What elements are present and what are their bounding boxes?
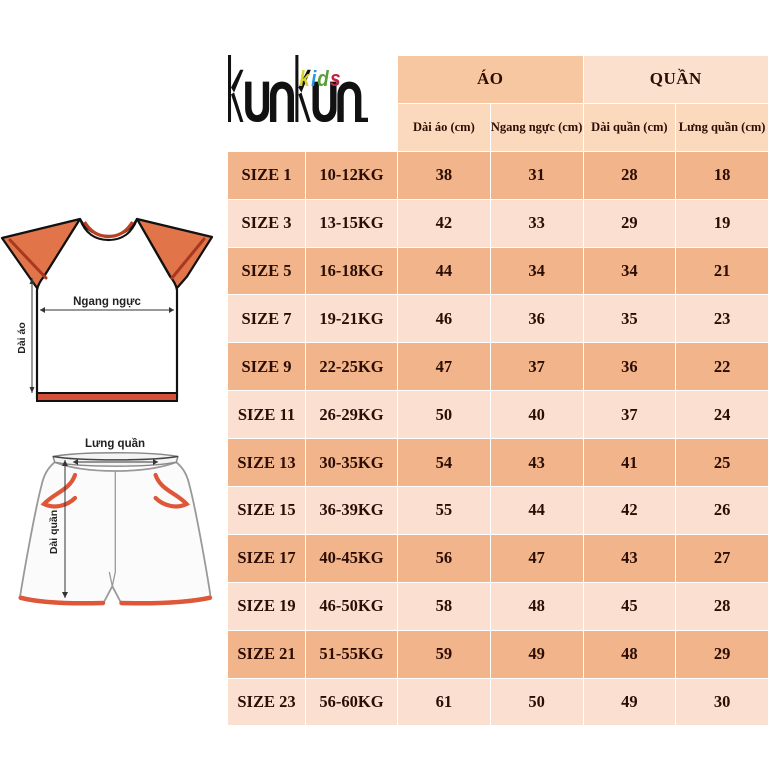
svg-text:k: k — [299, 67, 311, 92]
svg-text:Lưng quần: Lưng quần — [85, 438, 145, 450]
svg-text:Dài áo: Dài áo — [16, 322, 28, 354]
svg-text:s: s — [330, 67, 340, 92]
svg-text:d: d — [317, 67, 329, 92]
svg-text:Ngang ngực: Ngang ngực — [73, 296, 141, 308]
svg-text:Dài quần: Dài quần — [48, 510, 60, 554]
